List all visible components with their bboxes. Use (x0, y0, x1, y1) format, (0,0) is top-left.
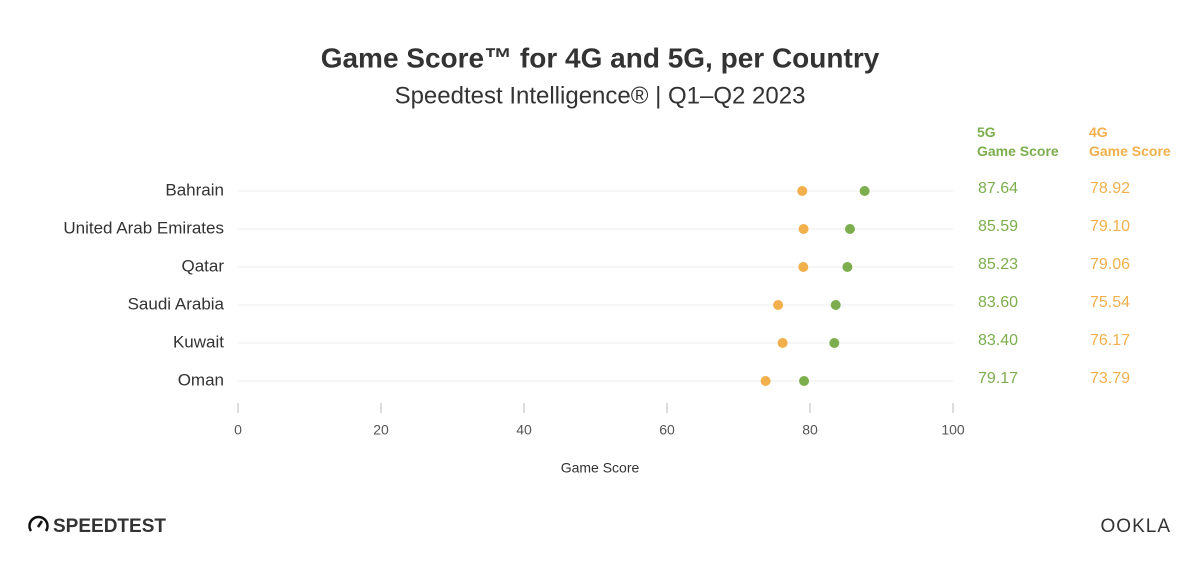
dot (798, 224, 809, 234)
x-tick-label: 60 (659, 422, 675, 438)
x-tick-label: 0 (234, 422, 242, 438)
y-tick-label: Qatar (181, 256, 224, 275)
logo-icon (36, 520, 44, 528)
value-label: 87.64 (978, 180, 1018, 197)
x-tick-label: 40 (516, 422, 532, 438)
value-label: 75.54 (1090, 294, 1130, 311)
y-tick-label: Saudi Arabia (128, 294, 225, 313)
logo-icon (28, 515, 49, 532)
value-label: 79.17 (978, 370, 1018, 387)
x-tick-label: 80 (802, 422, 818, 438)
value-label: 85.59 (978, 218, 1018, 235)
logo-text: SPEEDTEST (53, 516, 166, 537)
value-label: 73.79 (1090, 370, 1130, 387)
dot (797, 186, 808, 196)
dot (844, 224, 855, 234)
value-label: 83.40 (978, 332, 1018, 349)
dot (798, 262, 809, 272)
x-tick-label: 20 (373, 422, 389, 438)
value-label: 78.92 (1090, 180, 1130, 197)
ookla-logo: OOKLA (1101, 516, 1171, 537)
dot (777, 338, 788, 348)
value-label: 79.10 (1090, 218, 1130, 235)
speedtest-logo: SPEEDTEST (28, 515, 166, 537)
x-tick-label: 100 (941, 422, 965, 438)
dot (760, 376, 771, 386)
dot (859, 186, 870, 196)
y-tick-label: United Arab Emirates (63, 218, 224, 237)
chart-subtitle: Speedtest Intelligence® | Q1–Q2 2023 (395, 82, 806, 109)
y-tick-label: Oman (178, 370, 224, 389)
y-tick-label: Bahrain (165, 180, 224, 199)
value-label: 85.23 (978, 256, 1018, 273)
dot (842, 262, 853, 272)
legend-entry: 5G Game Score (977, 124, 1059, 159)
value-label: 83.60 (978, 294, 1018, 311)
dot (799, 376, 810, 386)
chart-title: Game Score™ for 4G and 5G, per Country (321, 42, 880, 73)
y-tick-label: Kuwait (173, 332, 224, 351)
dot (773, 300, 784, 310)
value-label: 76.17 (1090, 332, 1130, 349)
value-label: 79.06 (1090, 256, 1130, 273)
dot (829, 338, 840, 348)
legend-entry: 4G Game Score (1089, 124, 1171, 159)
dot (830, 300, 841, 310)
x-axis-label: Game Score (561, 460, 640, 476)
